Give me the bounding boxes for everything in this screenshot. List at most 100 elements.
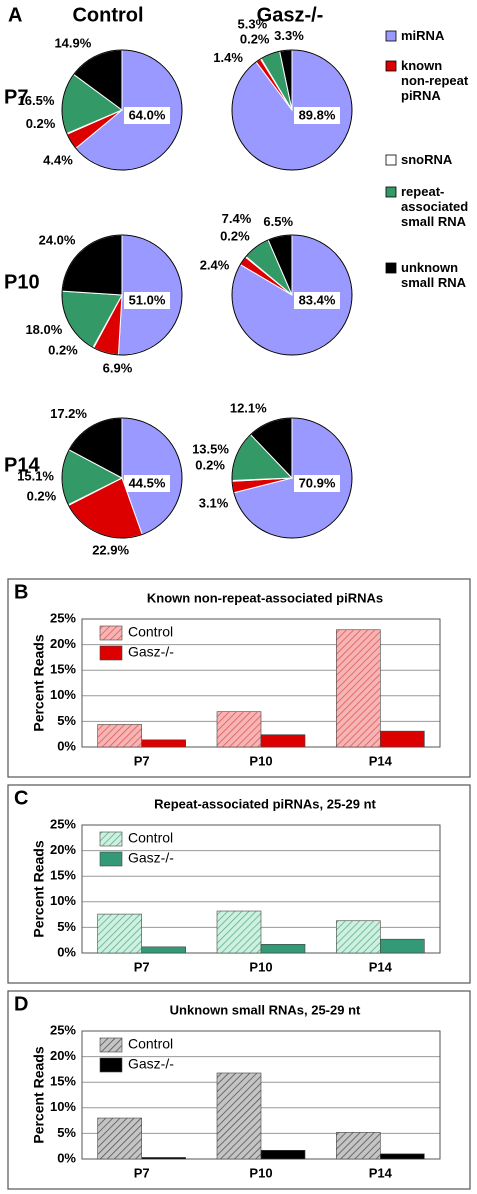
data-label: 14.9% [54,35,91,50]
data-label: 70.9% [299,475,336,490]
y-tick-label: 25% [50,1022,76,1037]
y-tick-label: 10% [50,1099,76,1114]
column-label: Gasz-/- [257,4,324,26]
data-label: 64.0% [129,107,166,122]
bar [380,730,425,748]
legend-label: Gasz-/- [128,1056,174,1072]
bar [97,724,142,748]
bar [336,920,381,954]
legend-swatch [385,154,397,166]
panel-label: A [8,4,22,26]
label-box [294,292,340,309]
chart-title: Repeat-associated piRNAs, 25-29 nt [154,796,376,811]
label-box [124,107,170,124]
bar [141,946,186,954]
label-box [294,107,340,124]
y-tick-label: 20% [50,636,76,651]
legend-swatch [385,30,397,42]
legend-swatch [385,186,397,198]
y-axis-label: Percent Reads [31,634,47,731]
pie-outline [231,49,353,171]
y-tick-label: 10% [50,893,76,908]
panel-box [7,990,471,1190]
legend-label: unknown small RNA [401,260,467,290]
data-label: 83.4% [299,292,336,307]
data-label: 15.1% [17,468,54,483]
data-label: 0.2% [240,32,270,47]
bar [141,1157,186,1160]
y-tick-label: 15% [50,868,76,883]
label-box [124,475,170,492]
data-label: 5.3% [238,17,268,32]
legend-label: Gasz-/- [128,644,174,660]
y-tick-label: 20% [50,842,76,857]
y-axis-label: Percent Reads [31,1046,47,1143]
panel-box [7,578,471,778]
data-label: 16.5% [18,93,55,108]
chart-title: Unknown small RNAs, 25-29 nt [170,1002,361,1017]
pie-outline [61,49,183,171]
pie-outline [61,234,183,356]
legend-label: Control [128,624,173,640]
legend-label: Control [128,1036,173,1052]
bar [97,913,142,954]
data-label: 18.0% [25,322,62,337]
column-label: Control [72,4,143,26]
y-axis-label: Percent Reads [31,840,47,937]
row-label: P14 [4,454,40,476]
data-label: 3.1% [199,496,229,511]
bar [380,1153,425,1160]
label-box [124,292,170,309]
data-label: 0.2% [195,457,225,472]
y-tick-label: 15% [50,662,76,677]
data-label: 6.5% [263,214,293,229]
data-label: 22.9% [92,542,129,557]
legend-label: Gasz-/- [128,850,174,866]
y-tick-label: 20% [50,1048,76,1063]
x-tick-label: P14 [369,1165,393,1180]
x-tick-label: P7 [134,959,150,974]
data-label: 44.5% [129,475,166,490]
x-tick-label: P10 [249,1165,272,1180]
legend-label: known non-repeat piRNA [401,58,469,103]
data-label: 51.0% [129,292,166,307]
y-tick-label: 0% [57,944,76,959]
bar [260,734,306,748]
legend-swatch [99,625,123,641]
data-label: 0.2% [220,228,250,243]
bar [216,711,262,748]
legend-swatch [99,851,123,867]
panel-label: B [14,581,28,603]
panel-label: C [14,787,28,809]
bar [380,938,425,954]
bar [336,1132,381,1160]
row-label: P7 [4,86,28,108]
y-tick-label: 25% [50,610,76,625]
data-label: 4.4% [43,153,73,168]
bar [141,739,186,748]
pie-outline [231,234,353,356]
legend-swatch [99,1057,123,1073]
pie-outline [61,417,183,539]
chart-title: Known non-repeat-associated piRNAs [147,590,383,605]
data-label: 89.8% [299,107,336,122]
x-tick-label: P14 [369,753,393,768]
row-label: P10 [4,271,40,293]
y-tick-label: 0% [57,1150,76,1165]
bar [336,629,381,748]
data-label: 1.4% [213,50,243,65]
legend-label: snoRNA [401,152,453,167]
bar [97,1117,142,1160]
bar [216,1072,262,1160]
y-tick-label: 0% [57,738,76,753]
legend-label: miRNA [401,28,445,43]
bar [216,910,262,954]
data-label: 2.4% [200,258,230,273]
bar [260,943,306,954]
legend-label: repeat-associated small RNA [401,184,469,229]
data-label: 24.0% [39,232,76,247]
y-tick-label: 15% [50,1074,76,1089]
data-label: 12.1% [230,401,267,416]
y-tick-label: 25% [50,816,76,831]
